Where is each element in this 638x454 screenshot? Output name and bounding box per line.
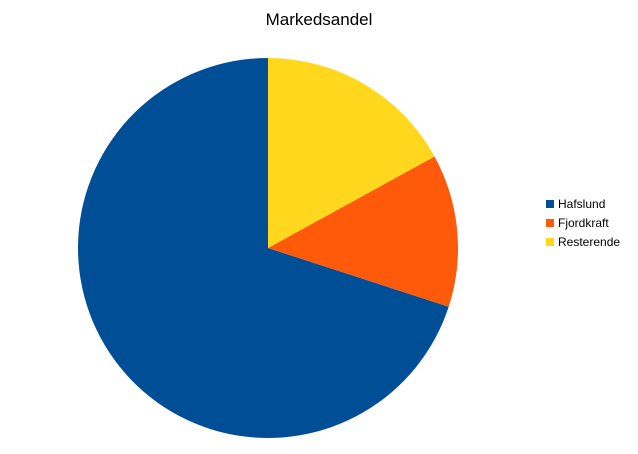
legend-item-hafslund: Hafslund	[546, 194, 620, 213]
pie-slice-fjordkraft	[268, 156, 458, 307]
pie-slice-resterende	[268, 58, 435, 248]
legend-swatch-fjordkraft	[546, 218, 554, 227]
legend-swatch-resterende	[546, 237, 554, 246]
pie-slice-hafslund	[78, 58, 449, 438]
legend-item-resterende: Resterende	[546, 232, 620, 251]
legend-swatch-hafslund	[546, 199, 554, 208]
legend-label-fjordkraft: Fjordkraft	[558, 215, 609, 230]
chart-title: Markedsandel	[265, 10, 373, 29]
legend-label-resterende: Resterende	[558, 234, 621, 249]
legend-label-hafslund: Hafslund	[558, 196, 606, 211]
legend-item-fjordkraft: Fjordkraft	[546, 213, 620, 232]
pie-slices	[78, 58, 458, 438]
chart-legend: Hafslund Fjordkraft Resterende	[546, 194, 620, 251]
